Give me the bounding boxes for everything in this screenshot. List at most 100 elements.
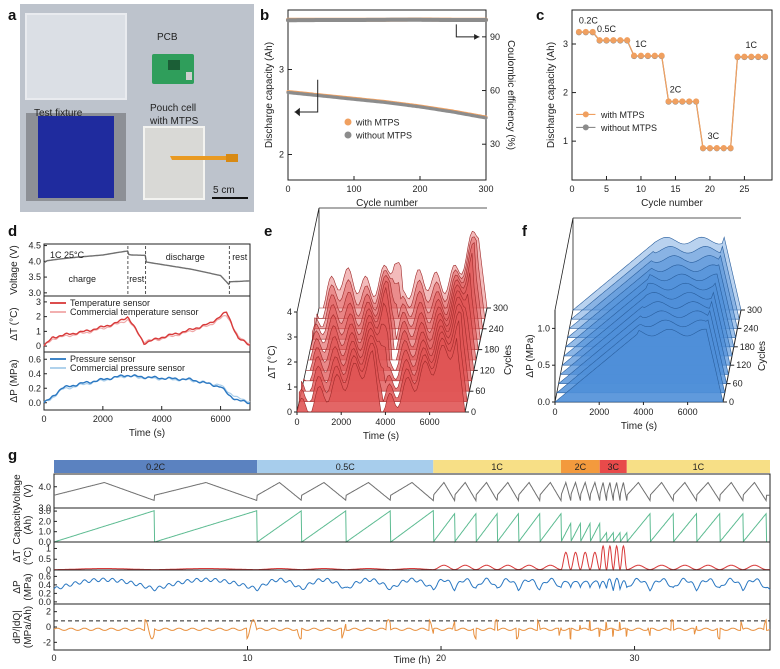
y-tick-label-g: 1.0 [38, 527, 51, 537]
y-axis-label-g-3-line1: ΔP [12, 580, 23, 594]
x-tick-label-chart-f: 4000 [633, 407, 653, 417]
phase-label-d-1: rest [129, 274, 145, 284]
x-axis-label-chart-f: Time (s) [621, 421, 657, 432]
y-tick-label-g: 1 [46, 543, 51, 553]
y-tick-label-left-b: 3 [279, 65, 284, 75]
y-tick-label-g: 0.5 [38, 554, 51, 564]
data-point-c-0 [735, 54, 741, 60]
phase-label-d-3: rest [232, 252, 248, 262]
y-tick-label-left-b: 2 [279, 150, 284, 160]
y-tick-label-right-b: 90 [490, 32, 500, 42]
rate-band-label-4: 3C [607, 462, 619, 472]
data-point-c-0 [714, 145, 720, 151]
y-tick-label-chart-e: 2 [287, 357, 292, 367]
y-tick-label-d: 4.0 [28, 256, 41, 266]
test-fixture-label: Test fixture [34, 108, 83, 119]
y-axis-label-g-0-line2: (V) [23, 484, 34, 497]
x-tick-label-g: 0 [51, 653, 56, 663]
fixture-blue-pad [38, 116, 114, 198]
legend-label-c-0: with MTPS [600, 110, 645, 120]
y-axis-label-chart-e: ΔT (°C) [267, 345, 278, 378]
subplot-frame-g-0 [54, 474, 770, 508]
rate-annotation-c-4: 3C [708, 131, 720, 141]
x-tick-label-chart-e: 0 [294, 417, 299, 427]
x-tick-label-g: 20 [436, 653, 446, 663]
y-tick-label-g: 3.0 [38, 506, 51, 516]
x-axis-label-b: Cycle number [356, 198, 418, 209]
data-point-c-0 [576, 29, 582, 35]
x-tick-label-g: 30 [630, 653, 640, 663]
acrylic-plate [26, 14, 126, 99]
pouch-cell-label-line2: with MTPS [149, 116, 199, 127]
y-tick-label-right-b: 30 [490, 139, 500, 149]
y-tick-label-g: 2.0 [38, 516, 51, 526]
pcb-label: PCB [157, 32, 178, 43]
x-tick-label-g: 10 [243, 653, 253, 663]
phase-label-d-0: charge [68, 274, 96, 284]
z-tick-label-chart-f: 60 [733, 379, 743, 389]
series-line-d-1-1 [44, 316, 250, 346]
x-tick-label-chart-e: 4000 [375, 417, 395, 427]
condition-annotation-d: 1C 25°C [50, 250, 85, 260]
rate-band-label-2: 1C [491, 462, 503, 472]
pcb-connector [186, 72, 192, 80]
y-tick-label-g: 0.6 [38, 571, 51, 581]
data-point-c-0 [583, 29, 589, 35]
panel-label-f: f [522, 223, 528, 240]
y-axis-label-g-4-line1: dP/|dQ| [12, 610, 23, 644]
x-tick-label-c: 0 [569, 184, 574, 194]
rate-band-label-5: 1C [693, 462, 705, 472]
y-axis-label-chart-f: ΔP (MPa) [525, 334, 536, 377]
data-point-c-0 [590, 29, 596, 35]
data-point-c-0 [659, 53, 665, 59]
y-tick-label-chart-e: 4 [287, 307, 292, 317]
series-line-g-1 [54, 511, 770, 542]
y-tick-label-d: 0.6 [28, 354, 41, 364]
data-point-c-0 [631, 53, 637, 59]
panel-label-a: a [8, 7, 17, 24]
x-tick-label-chart-e: 2000 [331, 417, 351, 427]
y-axis-label-g-0-line1: Voltage [12, 474, 23, 508]
data-point-c-0 [610, 37, 616, 43]
x-axis-label-g: Time (h) [394, 655, 431, 664]
z-tick-label-chart-e: 120 [480, 365, 495, 375]
series-line-g-3 [54, 578, 770, 591]
x-tick-label-chart-f: 6000 [678, 407, 698, 417]
z-axis-label-chart-e: Cycles [503, 345, 514, 375]
y-tick-label-g: 0.4 [38, 580, 51, 590]
y-tick-label-g: 0.0 [38, 597, 51, 607]
series-line-g-2 [54, 546, 770, 570]
pouch-cell-label-line1: Pouch cell [150, 103, 196, 114]
x-tick-label-d: 2000 [93, 414, 113, 424]
x-tick-label-c: 25 [739, 184, 749, 194]
y-tick-label-chart-f: 1.0 [537, 323, 550, 333]
z-tick-label-chart-f: 0 [729, 397, 734, 407]
legend-marker-b-0 [345, 119, 352, 126]
data-point-c-0 [672, 98, 678, 104]
rate-annotation-c-5: 1C [746, 40, 758, 50]
panel-label-b: b [260, 7, 269, 24]
data-point-c-0 [741, 54, 747, 60]
plot-frame-c [572, 10, 772, 180]
data-point-c-0 [679, 98, 685, 104]
y-tick-label-c: 1 [563, 136, 568, 146]
y-tick-label-d: 0.2 [28, 383, 41, 393]
data-point-c-0 [603, 37, 609, 43]
series-line-g-0 [54, 483, 770, 501]
y-tick-label-chart-f: 0.0 [537, 397, 550, 407]
y-axis-label-g-4-line2: (MPa/Ah) [23, 606, 34, 648]
z-tick-label-chart-f: 180 [740, 342, 755, 352]
pouch-cell [144, 127, 204, 199]
data-point-c-0 [617, 37, 623, 43]
y-axis-label-c: Discharge capacity (Ah) [546, 42, 557, 148]
z-tick-label-chart-e: 240 [489, 324, 504, 334]
legend-marker-c-0 [583, 111, 589, 117]
x-tick-label-b: 100 [346, 184, 361, 194]
data-point-c-0 [762, 54, 768, 60]
data-point-c-0 [721, 145, 727, 151]
y-tick-label-d: 3 [36, 297, 41, 307]
right-axis-arrow-b [456, 24, 479, 37]
